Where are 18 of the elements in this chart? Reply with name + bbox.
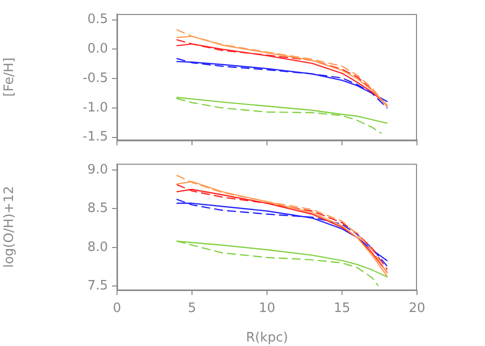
x-tick-label: 0 [112, 301, 122, 316]
x-tick-label: 15 [334, 301, 350, 316]
y-tick-label: -0.5 [82, 70, 108, 86]
x-tick-label: 20 [408, 301, 426, 316]
y-tick-label: 9.0 [87, 162, 108, 178]
y-axis-title: log(O/H)+12 [2, 186, 18, 268]
y-tick-label: 8.5 [87, 201, 108, 216]
y-tick-label: 7.5 [87, 278, 108, 294]
line-series [176, 58, 388, 109]
y-tick-label: -1.5 [82, 130, 108, 145]
y-tick-label: 0.5 [87, 12, 108, 28]
y-tick-label: -1.0 [82, 100, 108, 116]
y-tick-label: 8.0 [87, 240, 108, 255]
y-axis-title: [Fe/H] [2, 58, 18, 97]
x-tick-label: 5 [188, 301, 196, 316]
y-tick-label: 0.0 [87, 42, 108, 57]
x-axis-title: R(kpc) [246, 330, 288, 346]
x-tick-label: 10 [258, 301, 276, 316]
